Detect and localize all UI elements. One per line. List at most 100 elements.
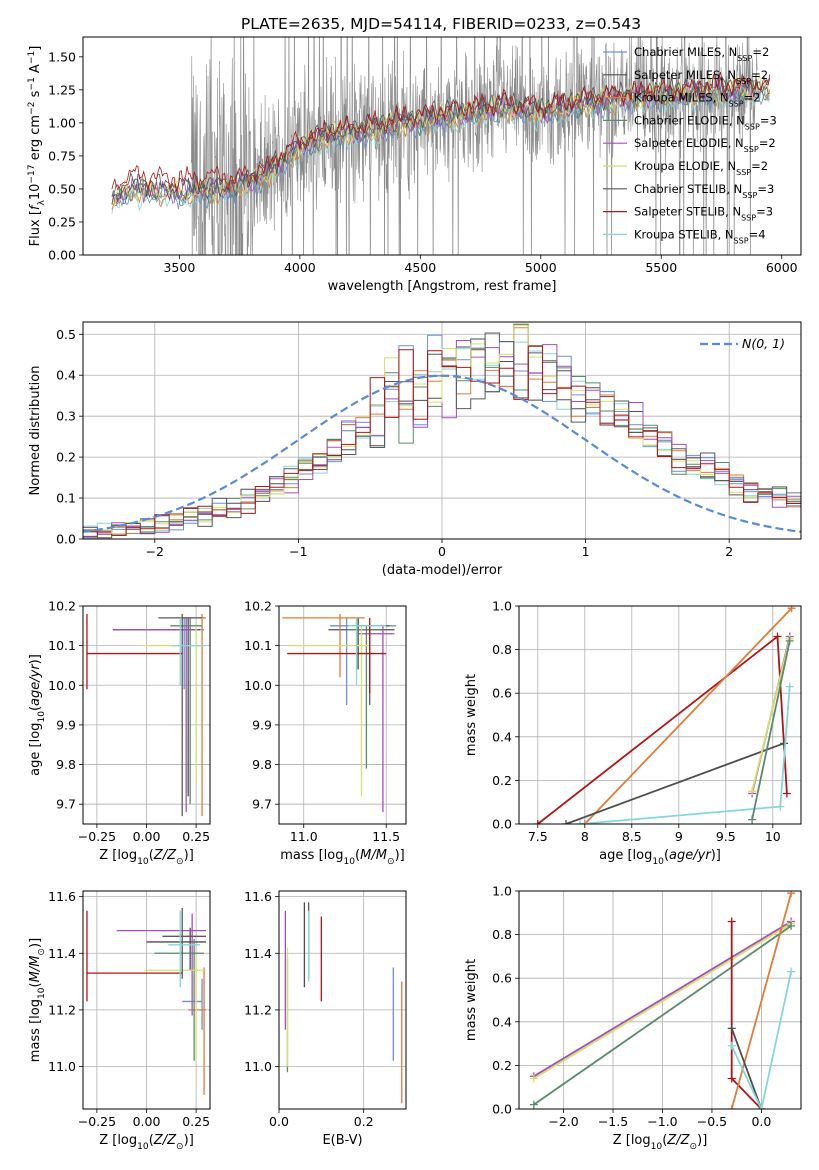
legend-label: Kroupa MILES, NSSP=2 xyxy=(634,91,761,109)
x-tick-label: −0.25 xyxy=(78,1114,116,1129)
x-tick-label: 4000 xyxy=(284,260,316,275)
y-tick-label: 10.2 xyxy=(244,599,272,614)
y-tick-label: 1.0 xyxy=(492,599,512,614)
mass-weight-line xyxy=(730,971,792,1109)
x-tick-label: 0.00 xyxy=(133,1114,161,1129)
plot-area xyxy=(111,37,771,255)
mass-weight-line xyxy=(533,925,792,1106)
x-axis-label: mass [log10(M/M⊙)] xyxy=(280,848,404,867)
mass-weight-marker xyxy=(748,787,757,796)
y-tick-label: 0.0 xyxy=(492,1102,512,1117)
y-tick-label: 0.4 xyxy=(56,368,76,383)
y-tick-label: 10.1 xyxy=(244,638,272,653)
axes-frame xyxy=(278,890,407,1110)
x-tick-label: 5000 xyxy=(525,260,557,275)
y-tick-label: 11.2 xyxy=(244,1002,272,1017)
x-tick-label: −1.0 xyxy=(647,1114,677,1129)
x-tick-label: 4500 xyxy=(404,260,436,275)
figure-title: PLATE=2635, MJD=54114, FIBERID=0233, z=0… xyxy=(241,15,641,33)
mass-weight-marker xyxy=(787,967,796,976)
mass-weight-line xyxy=(730,892,792,1109)
weight-vs-Z-panel: −2.0 −1.5 −1.0 −0.5 0.0 0.0 0.2 0.4 0.6 0.8 1.0 Z [… xyxy=(464,884,802,1152)
x-tick-label: −2 xyxy=(146,544,164,559)
x-tick-label: −1.5 xyxy=(598,1114,628,1129)
mass-weight-marker xyxy=(787,891,796,898)
mass-weight-marker xyxy=(562,820,570,824)
y-tick-label: 0.2 xyxy=(56,450,76,465)
x-tick-label: 0 xyxy=(438,544,446,559)
y-tick-label: 0.00 xyxy=(48,248,76,263)
model-spectrum-line xyxy=(111,74,771,208)
y-tick-label: 1.25 xyxy=(48,82,76,97)
x-tick-label: 0.00 xyxy=(133,829,161,844)
y-tick-label: 0.6 xyxy=(492,971,512,986)
mass-weight-marker xyxy=(533,820,542,824)
gaussian-reference-curve xyxy=(83,374,801,533)
y-tick-label: 0.75 xyxy=(48,148,76,163)
y-tick-label: 0.2 xyxy=(492,1058,512,1073)
x-tick-label: 1 xyxy=(582,544,590,559)
y-tick-label: 11.0 xyxy=(48,1059,76,1074)
x-tick-label: 0.0 xyxy=(751,1114,771,1129)
mass-weight-marker xyxy=(529,1074,538,1083)
y-tick-label: 0.4 xyxy=(492,729,512,744)
mass-weight-marker xyxy=(727,1074,736,1083)
x-tick-label: −0.25 xyxy=(78,829,116,844)
mass-weight-marker xyxy=(782,789,791,798)
mass-weight-line xyxy=(730,1027,763,1109)
y-tick-label: 0.8 xyxy=(492,927,512,942)
legend-label: Chabrier MILES, NSSP=2 xyxy=(634,45,769,63)
weight-vs-age-panel: 7.5 8 8.5 9 9.5 10 0.0 0.2 0.4 0.6 0.8 1.0 age [log1… xyxy=(464,599,802,867)
x-tick-label: −0.5 xyxy=(697,1114,727,1129)
mass-weight-marker xyxy=(580,820,589,824)
mass-weight-line xyxy=(751,640,791,820)
mass-weight-marker xyxy=(757,1105,766,1109)
y-tick-label: 0.8 xyxy=(492,642,512,657)
y-tick-label: 10.0 xyxy=(244,678,272,693)
legend-label: Salpeter ELODIE, NSSP=2 xyxy=(634,136,776,154)
y-tick-label: 9.9 xyxy=(252,717,272,732)
y-tick-label: 0.6 xyxy=(492,686,512,701)
y-tick-label: 11.0 xyxy=(244,1059,272,1074)
x-tick-label: 6000 xyxy=(766,260,798,275)
x-axis-label: (data-model)/error xyxy=(382,563,503,578)
y-tick-label: 1.50 xyxy=(48,49,76,64)
y-tick-label: 0.0 xyxy=(492,817,512,832)
mass-weight-line xyxy=(537,634,788,824)
mass-weight-marker xyxy=(787,606,796,613)
y-tick-label: 9.7 xyxy=(252,797,272,812)
y-axis-label: mass weight xyxy=(464,674,479,756)
x-tick-label: 7.5 xyxy=(528,829,548,844)
y-tick-label: 0.1 xyxy=(56,491,76,506)
x-tick-label: 9.5 xyxy=(716,829,736,844)
x-axis-label: E(B-V) xyxy=(322,1133,362,1148)
mass-weight-marker xyxy=(727,1105,736,1109)
y-axis-label: mass weight xyxy=(464,959,479,1041)
y-tick-label: 10.0 xyxy=(48,678,76,693)
mass-weight-marker xyxy=(785,682,794,691)
y-tick-label: 11.4 xyxy=(244,946,272,961)
mass-weight-marker xyxy=(787,921,796,930)
model-spectrum-line xyxy=(111,83,770,210)
x-tick-label: 2 xyxy=(725,544,733,559)
y-tick-label: 10.2 xyxy=(48,599,76,614)
mass-weight-line xyxy=(533,922,792,1080)
x-tick-label: 10 xyxy=(765,829,781,844)
x-tick-label: 0.25 xyxy=(182,1114,210,1129)
y-tick-label: 0.50 xyxy=(48,181,76,196)
mass-weight-marker xyxy=(785,636,794,645)
axes-frame xyxy=(518,605,802,825)
spectrum-legend: Chabrier MILES, NSSP=2 Salpeter MILES, NS… xyxy=(603,45,777,245)
y-tick-label: 11.6 xyxy=(244,889,272,904)
y-tick-label: 1.0 xyxy=(492,884,512,899)
y-tick-label: 0.4 xyxy=(492,1014,512,1029)
x-tick-label: 9 xyxy=(675,829,683,844)
mass-weight-line xyxy=(580,686,791,824)
mass-weight-marker xyxy=(529,1100,538,1109)
x-tick-label: 5500 xyxy=(645,260,677,275)
y-tick-label: 9.8 xyxy=(252,757,272,772)
y-axis-label: Flux [fλ10−17 erg cm−2 s−1 A−1] xyxy=(27,46,47,247)
x-axis-label: Z [log10(Z/Z⊙)] xyxy=(99,1133,194,1152)
y-tick-label: 9.9 xyxy=(56,717,76,732)
